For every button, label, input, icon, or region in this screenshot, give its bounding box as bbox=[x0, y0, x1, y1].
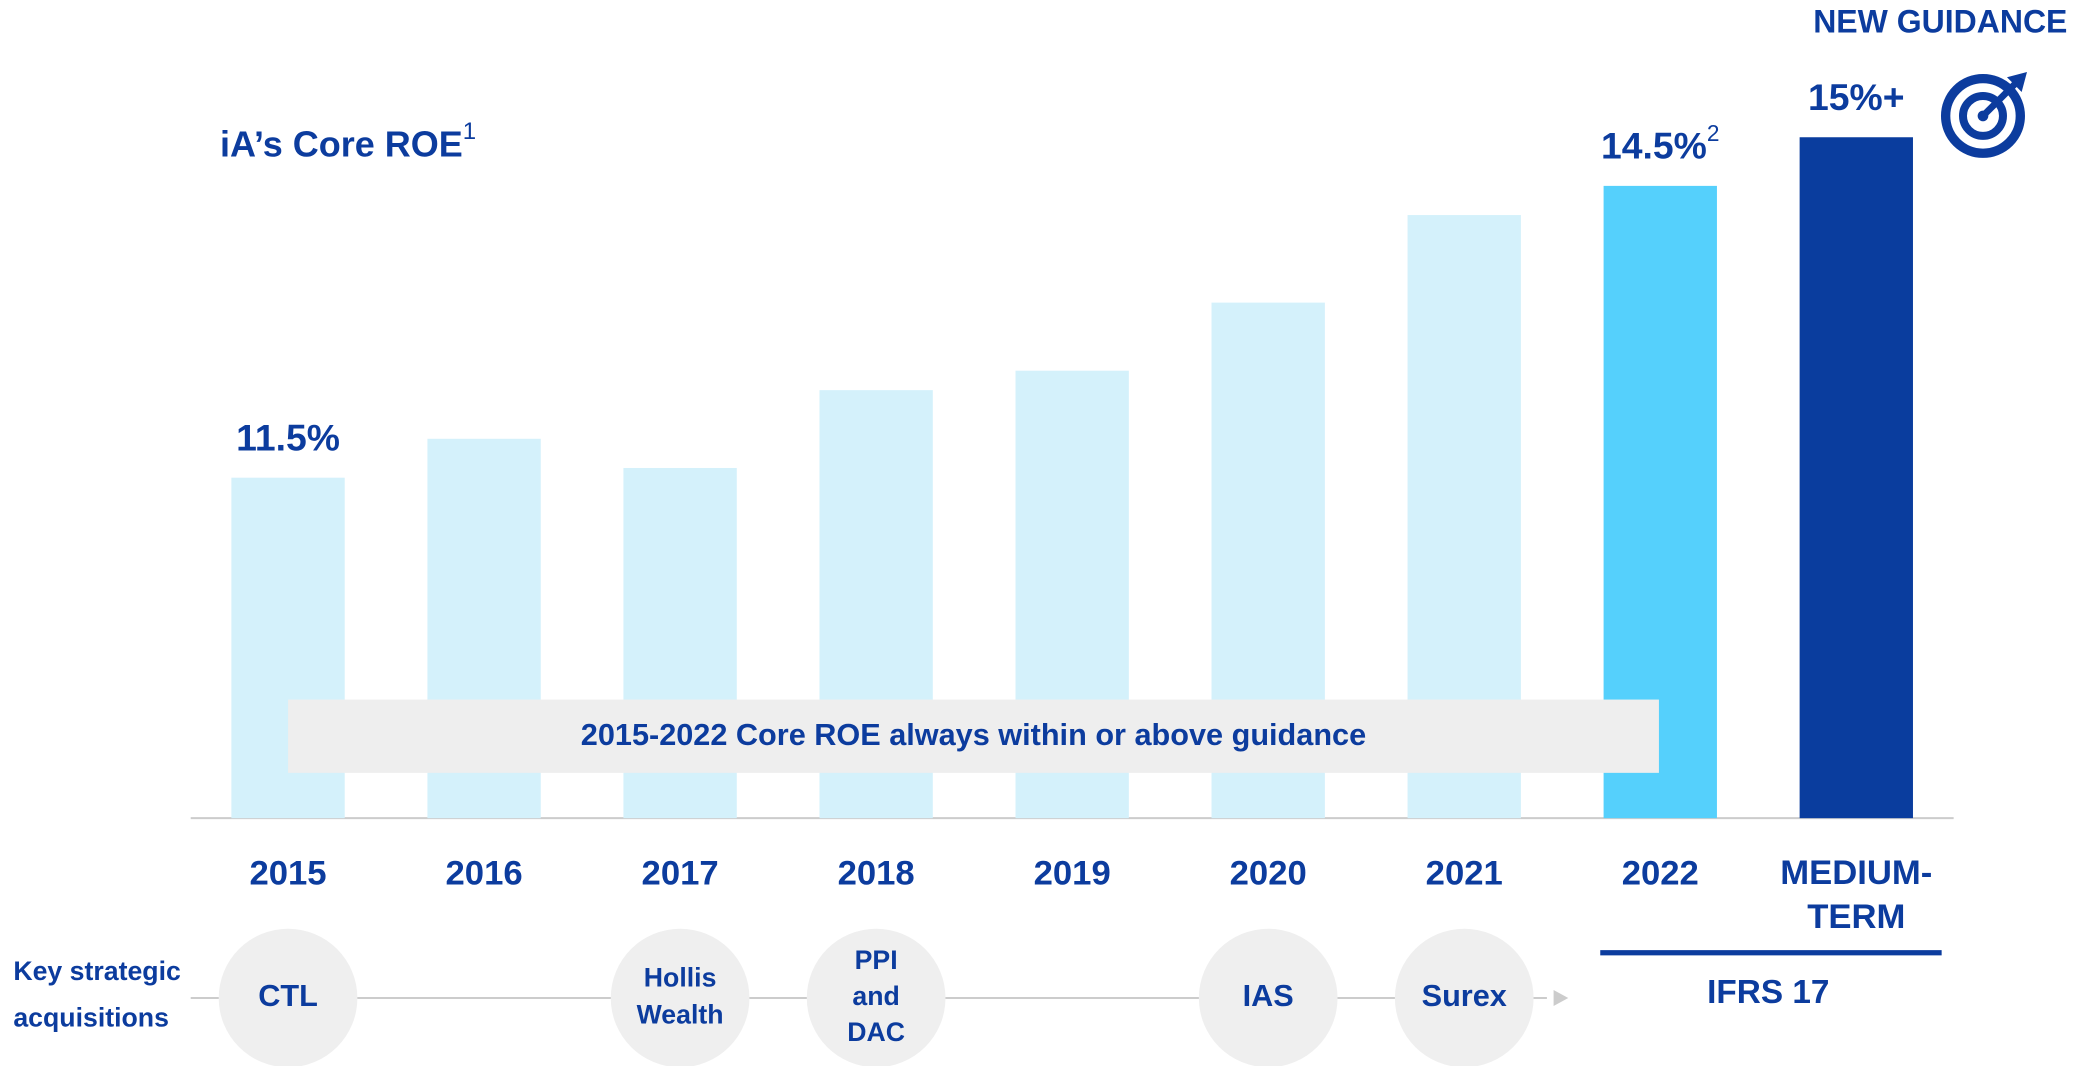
acquisition-circle bbox=[806, 928, 946, 1066]
bar bbox=[1799, 137, 1913, 819]
x-tick-label: 2019 bbox=[1034, 855, 1111, 893]
acquisition-circle bbox=[218, 928, 358, 1066]
banner-box bbox=[288, 699, 1659, 773]
value-label: 11.5% bbox=[236, 416, 340, 458]
timeline-arrow bbox=[1553, 990, 1569, 1007]
acquisition-label: Wealth bbox=[637, 1000, 724, 1030]
value-label-note: 2 bbox=[1707, 120, 1720, 146]
x-tick-label: TERM bbox=[1807, 898, 1905, 936]
acquisition-label: PPI bbox=[855, 945, 898, 975]
x-tick-label: 2020 bbox=[1230, 855, 1307, 893]
x-tick-label: 2018 bbox=[838, 855, 915, 893]
x-tick-label: 2016 bbox=[446, 855, 523, 893]
chart-title: iA’s Core ROE1 bbox=[220, 119, 476, 164]
header: NEW GUIDANCE bbox=[1813, 3, 2067, 39]
acquisition-label: CTL bbox=[258, 979, 318, 1013]
acquisition-label: Surex bbox=[1422, 979, 1507, 1013]
value-label-text: 14.5% bbox=[1601, 124, 1707, 166]
value-label-text: 11.5% bbox=[236, 416, 340, 458]
acquisition-label: DAC bbox=[847, 1017, 905, 1047]
acquisitions-label: acquisitions bbox=[13, 1002, 169, 1032]
value-label-text: 15%+ bbox=[1808, 76, 1905, 118]
acquisition-label: and bbox=[852, 981, 899, 1011]
title-note: 1 bbox=[463, 119, 476, 146]
acquisition-circle bbox=[1394, 928, 1534, 1066]
banner: 2015-2022 Core ROE always within or abov… bbox=[581, 718, 1366, 752]
acquisition-label: Hollis bbox=[644, 962, 717, 992]
value-label: 15%+ bbox=[1808, 76, 1905, 118]
x-tick-label: 2021 bbox=[1426, 855, 1503, 893]
target-icon bbox=[1940, 71, 2027, 158]
standard-label: IFRS 17 bbox=[1707, 974, 1829, 1011]
acquisition-label: IAS bbox=[1243, 979, 1294, 1013]
acquisition-circle bbox=[1198, 928, 1338, 1066]
acquisitions-label: Key strategic bbox=[13, 956, 181, 986]
x-tick-label: MEDIUM- bbox=[1780, 854, 1932, 892]
acquisition-circle bbox=[610, 928, 750, 1066]
value-label: 14.5%2 bbox=[1601, 120, 1719, 166]
x-tick-label: 2017 bbox=[642, 855, 719, 893]
x-tick-label: 2022 bbox=[1622, 855, 1699, 893]
title-text: iA’s Core ROE bbox=[220, 123, 463, 164]
x-tick-label: 2015 bbox=[249, 855, 326, 893]
